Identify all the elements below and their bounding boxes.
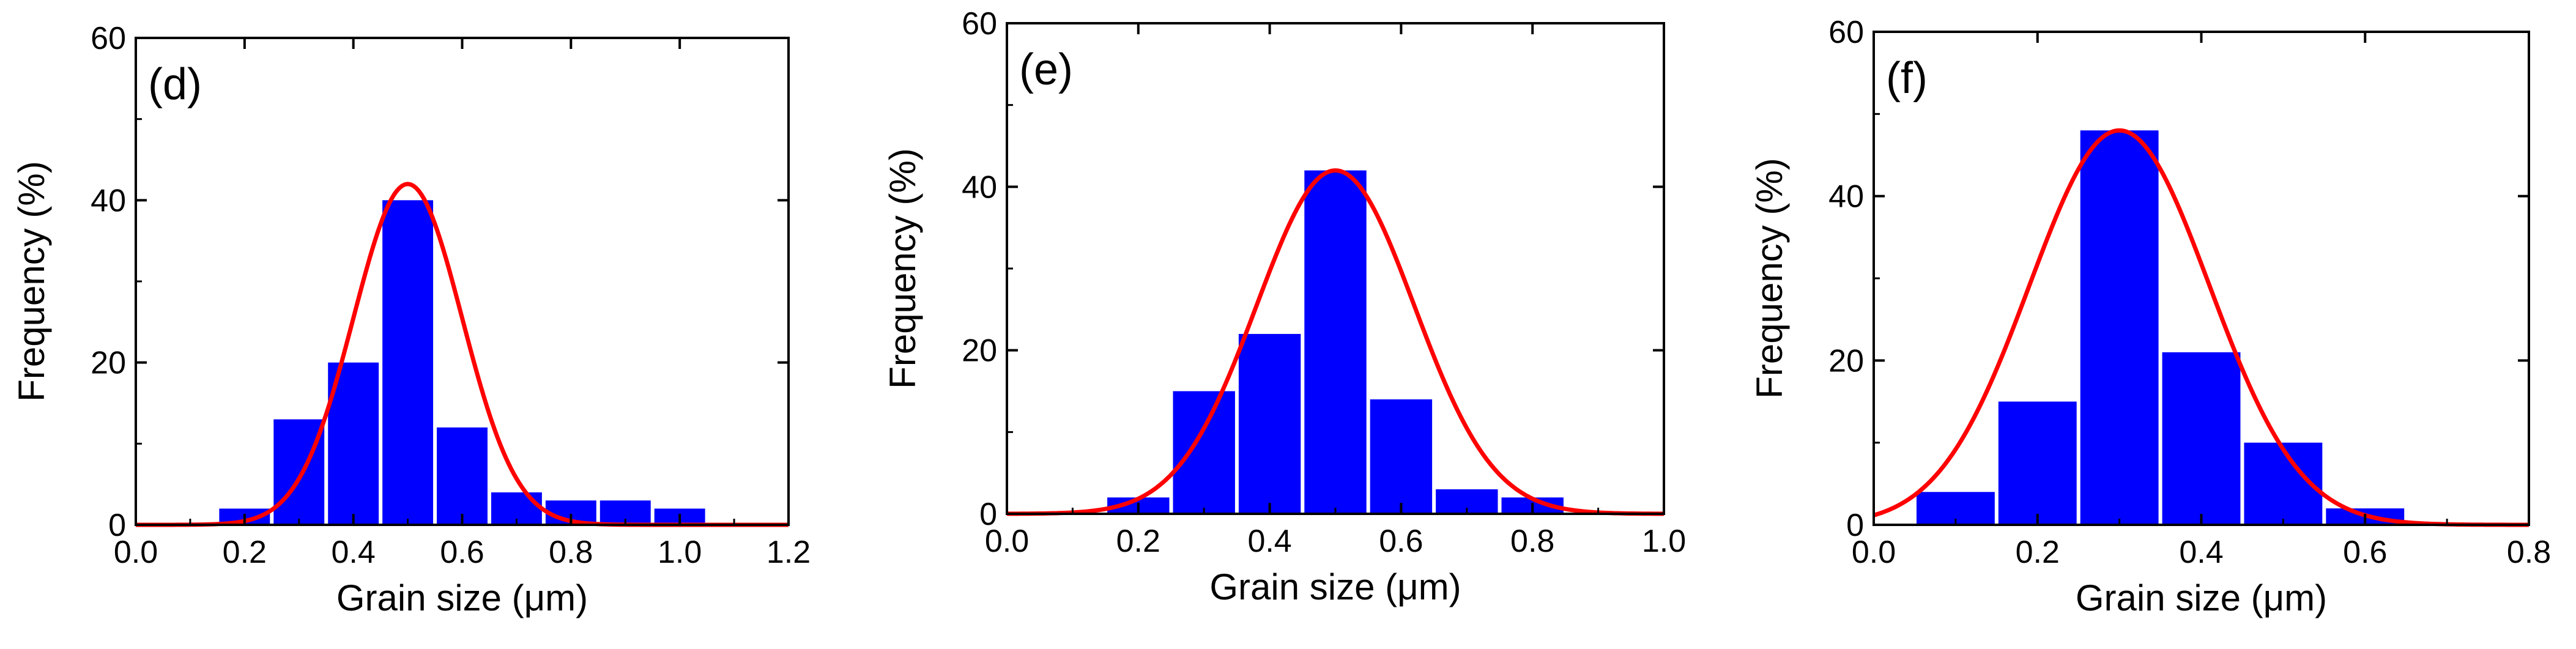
x-tick-label: 0.2	[1116, 524, 1160, 559]
histogram-bar	[382, 200, 434, 525]
y-axis-title: Frequency (%)	[11, 161, 52, 401]
x-tick-label: 0.6	[440, 535, 484, 570]
x-axis-title: Grain size (μm)	[336, 577, 588, 618]
x-axis-title: Grain size (μm)	[1209, 566, 1461, 607]
chart-panel-1: 0.0 0.2 0.4 0.6 0.8 1.0 1.2 0 20 40 60 Grain size (…	[11, 21, 811, 618]
chart-panel-2: 0.0 0.2 0.4 0.6 0.8 1.0 0 20 40 60 Grain size (μm)…	[882, 6, 1686, 607]
y-tick-label: 0	[979, 497, 997, 532]
y-tick-label: 20	[91, 346, 126, 381]
x-tick-label: 0.2	[223, 535, 267, 570]
panel-label: (f)	[1886, 54, 1928, 103]
y-tick-label: 60	[1828, 15, 1864, 50]
y-tick-label: 20	[1828, 343, 1864, 379]
x-tick-label: 1.0	[658, 535, 702, 570]
y-axis-title: Frequency (%)	[1749, 158, 1790, 398]
x-tick-label: 0.4	[332, 535, 376, 570]
gaussian-fit-line	[1873, 128, 2529, 527]
chart-panel-3: 0.0 0.2 0.4 0.6 0.8 0 20 40 60 Grain size (μm) Fre…	[1749, 15, 2551, 618]
gaussian-fit-line	[1006, 168, 1665, 516]
y-tick-label: 20	[962, 333, 997, 369]
x-tick-label: 0.6	[2343, 535, 2387, 570]
y-tick-label: 40	[962, 169, 997, 205]
histogram-bar	[1238, 333, 1301, 514]
x-tick-label: 0.2	[2016, 535, 2060, 570]
x-tick-label: 0.8	[1510, 524, 1554, 559]
histogram-bar	[1304, 170, 1367, 514]
x-tick-label: 1.0	[1642, 524, 1686, 559]
x-tick-label: 1.2	[766, 535, 811, 570]
histogram-bar	[2080, 130, 2159, 525]
panel-label: (e)	[1019, 45, 1073, 94]
y-tick-label: 40	[91, 183, 126, 218]
histogram-bar	[437, 427, 488, 525]
x-tick-label: 0.0	[985, 524, 1029, 559]
x-tick-label: 0.4	[2179, 535, 2223, 570]
y-tick-label: 60	[962, 6, 997, 42]
y-tick-label: 0	[1846, 508, 1864, 543]
histogram-bar	[2162, 352, 2241, 525]
x-tick-label: 0.0	[114, 535, 158, 570]
y-tick-label: 60	[91, 21, 126, 56]
histogram-bar	[1173, 391, 1235, 514]
y-tick-label: 40	[1828, 179, 1864, 215]
x-tick-label: 0.0	[1852, 535, 1896, 570]
x-tick-label: 0.8	[549, 535, 593, 570]
histogram-bar	[1370, 399, 1433, 514]
panel-label: (d)	[148, 60, 202, 109]
x-axis-title: Grain size (μm)	[2076, 577, 2327, 618]
x-tick-label: 0.8	[2507, 535, 2551, 570]
histogram-bar	[273, 419, 325, 525]
x-tick-label: 0.4	[1247, 524, 1291, 559]
y-axis-title: Frequency (%)	[882, 148, 923, 388]
x-tick-label: 0.6	[1379, 524, 1423, 559]
y-tick-label: 0	[108, 508, 126, 543]
histogram-bar	[1998, 401, 2077, 525]
histogram-bar	[328, 362, 379, 525]
